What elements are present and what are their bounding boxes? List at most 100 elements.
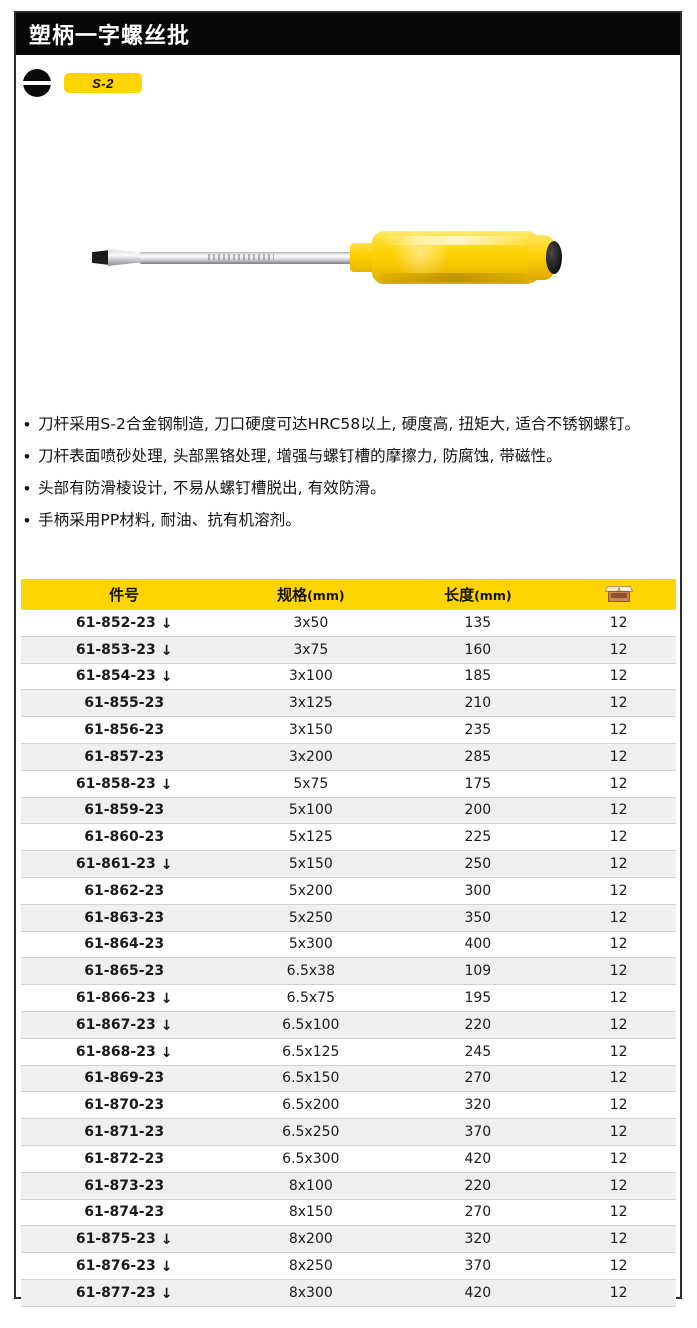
cell-part-number: 61-873-23 <box>21 1171 228 1200</box>
part-number-text: 61-874-23 <box>84 1204 165 1221</box>
cell-size: 5x200 <box>227 876 395 905</box>
cell-length: 245 <box>394 1037 562 1066</box>
cell-length: 220 <box>394 1171 562 1200</box>
table-row[interactable]: 61-873-23 8x100 220 12 <box>21 1171 676 1200</box>
cell-size: 8x250 <box>227 1252 395 1280</box>
table-row[interactable]: 61-859-23 5x100 200 12 <box>21 796 676 824</box>
screwdriver-illustration <box>92 221 572 293</box>
cell-carton-qty: 12 <box>561 1010 676 1039</box>
cell-length: 185 <box>394 662 562 690</box>
column-header-size: 规格(mm) <box>227 579 395 610</box>
chrome-shaft <box>140 251 356 264</box>
table-row[interactable]: 61-855-23 3x125 210 12 <box>21 689 676 717</box>
page-title-bar: 塑柄一字螺丝批 <box>16 13 680 55</box>
feature-item: • 头部有防滑棱设计, 不易从螺钉槽脱出, 有效防滑。 <box>24 477 670 500</box>
specification-table: 件号 规格(mm) 长度(mm) 61-852-23 ↓ <box>21 579 676 1307</box>
cell-part-number: 61-874-23 <box>21 1198 228 1226</box>
table-row[interactable]: 61-857-23 3x200 285 12 <box>21 742 676 771</box>
stock-arrow-down-icon: ↓ <box>160 615 173 632</box>
stock-arrow-down-icon: ↓ <box>160 669 173 686</box>
part-number-text: 61-877-23 <box>75 1284 156 1301</box>
cell-size: 6.5x125 <box>227 1037 395 1066</box>
table-row[interactable]: 61-864-23 5x300 400 12 <box>21 930 676 958</box>
cell-length: 109 <box>394 957 562 985</box>
column-label: 长度 <box>444 585 475 604</box>
table-row[interactable]: 61-868-23 ↓ 6.5x125 245 12 <box>21 1037 676 1066</box>
cell-carton-qty: 12 <box>561 823 676 851</box>
table-row[interactable]: 61-861-23 ↓ 5x150 250 12 <box>21 850 676 878</box>
table-row[interactable]: 61-870-23 6.5x200 320 12 <box>21 1091 676 1119</box>
part-number-text: 61-860-23 <box>84 829 165 846</box>
column-unit: (mm) <box>307 587 345 603</box>
product-image <box>16 109 680 409</box>
table-row[interactable]: 61-865-23 6.5x38 109 12 <box>21 957 676 985</box>
table-row[interactable]: 61-869-23 6.5x150 270 12 <box>21 1064 676 1092</box>
cell-length: 195 <box>394 984 562 1012</box>
table-row[interactable]: 61-876-23 ↓ 8x250 370 12 <box>21 1252 676 1280</box>
cell-length: 285 <box>394 742 562 771</box>
cell-part-number: 61-875-23 ↓ <box>21 1225 228 1253</box>
cell-part-number: 61-871-23 <box>21 1118 228 1146</box>
cell-carton-qty: 12 <box>561 635 676 664</box>
cell-size: 3x75 <box>227 635 395 664</box>
catalog-page: 塑柄一字螺丝批 S-2 • 刀杆采用S-2合金钢制造 <box>14 11 682 1307</box>
cell-carton-qty: 12 <box>561 876 676 905</box>
cell-size: 3x200 <box>227 742 395 771</box>
table-row[interactable]: 61-871-23 6.5x250 370 12 <box>21 1118 676 1146</box>
cell-part-number: 61-869-23 <box>21 1064 228 1092</box>
cell-part-number: 61-859-23 <box>21 796 228 824</box>
table-row[interactable]: 61-867-23 ↓ 6.5x100 220 12 <box>21 1010 676 1039</box>
feature-item: • 刀杆表面喷砂处理, 头部黑铬处理, 增强与螺钉槽的摩擦力, 防腐蚀, 带磁性… <box>24 445 670 468</box>
table-row[interactable]: 61-875-23 ↓ 8x200 320 12 <box>21 1225 676 1253</box>
feature-text: 刀杆表面喷砂处理, 头部黑铬处理, 增强与螺钉槽的摩擦力, 防腐蚀, 带磁性。 <box>38 447 562 465</box>
cell-carton-qty: 12 <box>561 850 676 878</box>
cell-part-number: 61-855-23 <box>21 689 228 717</box>
shaft-marking <box>208 254 274 260</box>
table-row[interactable]: 61-872-23 6.5x300 420 12 <box>21 1144 676 1173</box>
column-label: 规格 <box>277 585 308 604</box>
table-row[interactable]: 61-874-23 8x150 270 12 <box>21 1198 676 1226</box>
cell-length: 225 <box>394 823 562 851</box>
part-number-text: 61-864-23 <box>84 936 165 953</box>
part-number-text: 61-858-23 <box>75 775 156 792</box>
table-row[interactable]: 61-863-23 5x250 350 12 <box>21 903 676 932</box>
cell-size: 6.5x200 <box>227 1091 395 1119</box>
part-number-text: 61-861-23 <box>75 856 156 873</box>
cell-carton-qty: 12 <box>561 609 676 637</box>
part-number-text: 61-854-23 <box>75 668 156 685</box>
cell-carton-qty: 12 <box>561 1225 676 1253</box>
table-row[interactable]: 61-858-23 ↓ 5x75 175 12 <box>21 769 676 798</box>
table-header-row: 件号 规格(mm) 长度 (mm) <box>21 579 676 610</box>
part-number-text: 61-875-23 <box>75 1231 156 1248</box>
table-row[interactable]: 61-866-23 ↓ 6.5x75 195 12 <box>21 984 676 1012</box>
table-row[interactable]: 61-862-23 5x200 300 12 <box>21 876 676 905</box>
carton-box-icon <box>604 586 633 603</box>
table-row[interactable]: 61-856-23 3x150 235 12 <box>21 716 676 744</box>
table-row[interactable]: 61-877-23 ↓ 8x300 420 12 <box>21 1278 676 1307</box>
cell-part-number: 61-857-23 <box>21 742 228 771</box>
stock-arrow-down-icon: ↓ <box>160 776 173 793</box>
cell-size: 3x50 <box>227 609 395 637</box>
handle-shadow <box>380 273 530 282</box>
stock-arrow-down-icon: ↓ <box>160 991 173 1008</box>
table-row[interactable]: 61-852-23 ↓ 3x50 135 12 <box>21 609 676 637</box>
column-label: 件号 <box>109 585 140 604</box>
blade-tip <box>92 250 110 265</box>
cell-carton-qty: 12 <box>561 1037 676 1066</box>
part-number-text: 61-863-23 <box>84 909 165 926</box>
cell-carton-qty: 12 <box>561 957 676 985</box>
cell-length: 320 <box>394 1091 562 1119</box>
cell-length: 135 <box>394 609 562 637</box>
stock-arrow-down-icon: ↓ <box>160 1044 173 1061</box>
cell-length: 370 <box>394 1118 562 1146</box>
cell-length: 250 <box>394 850 562 878</box>
cell-size: 5x250 <box>227 903 395 932</box>
part-number-text: 61-872-23 <box>84 1150 165 1167</box>
table-row[interactable]: 61-854-23 ↓ 3x100 185 12 <box>21 662 676 690</box>
table-row[interactable]: 61-860-23 5x125 225 12 <box>21 823 676 851</box>
cell-carton-qty: 12 <box>561 796 676 824</box>
part-number-text: 61-873-23 <box>84 1177 165 1194</box>
table-row[interactable]: 61-853-23 ↓ 3x75 160 12 <box>21 635 676 664</box>
cell-length: 400 <box>394 930 562 958</box>
cell-length: 235 <box>394 716 562 744</box>
